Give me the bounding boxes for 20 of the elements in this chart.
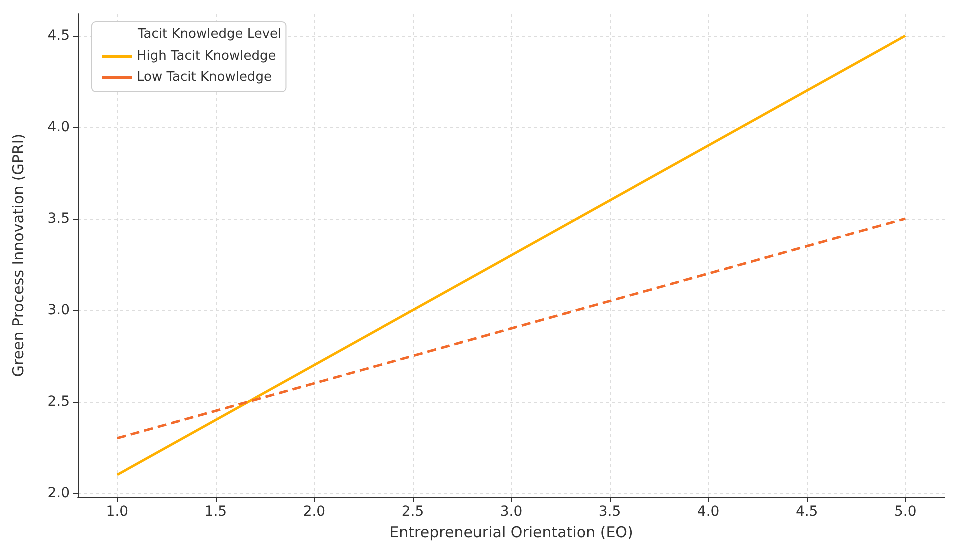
y-axis-title: Green Process Innovation (GPRI) — [10, 134, 28, 378]
y-tick-label: 3.5 — [48, 210, 70, 227]
y-tick-label: 2.0 — [48, 485, 70, 502]
x-tick-label: 3.5 — [598, 504, 622, 520]
y-tick-label: 3.0 — [48, 302, 70, 318]
x-tick-label: 1.5 — [204, 504, 228, 520]
y-tick-label: 4.0 — [48, 119, 70, 136]
x-tick-label: 5.0 — [894, 504, 917, 520]
x-tick-label: 1.0 — [106, 504, 129, 520]
x-axis-title: Entrepreneurial Orientation (EO) — [390, 524, 634, 542]
y-tick-label: 4.5 — [48, 28, 70, 44]
legend-label: Low Tacit Knowledge — [137, 70, 272, 85]
y-tick-label: 2.5 — [48, 394, 70, 410]
x-tick-label: 3.0 — [500, 504, 523, 520]
x-tick-label: 2.5 — [402, 504, 424, 520]
legend-title: Tacit Knowledge Level — [137, 27, 282, 42]
x-tick-label: 4.0 — [697, 504, 720, 520]
x-tick-label: 4.5 — [796, 504, 818, 520]
legend-label: High Tacit Knowledge — [137, 49, 276, 64]
x-tick-label: 2.0 — [303, 504, 326, 520]
